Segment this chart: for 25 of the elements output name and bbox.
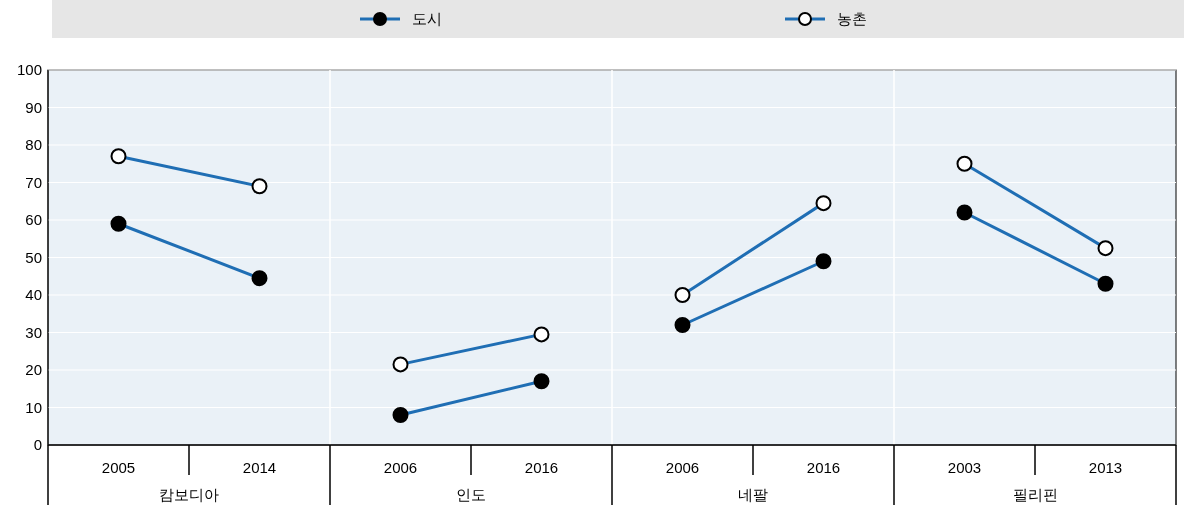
- y-tick-label: 60: [25, 211, 42, 228]
- y-tick-label: 0: [33, 436, 42, 453]
- text: 캄보디아: [159, 486, 219, 504]
- x-tick-label: 2013: [1088, 459, 1123, 476]
- y-tick-label: 30: [25, 323, 42, 341]
- x-tick-label: 2003: [947, 459, 982, 476]
- legend-label: 도시: [412, 10, 442, 28]
- x-tick-label: 2016: [524, 459, 559, 476]
- y-tick-label: 50: [25, 248, 42, 266]
- x-tick-label: 2014: [242, 459, 277, 476]
- y-tick-label: 10: [25, 398, 42, 416]
- x-tick-label: 2005: [101, 459, 136, 476]
- legend-label: 농촌: [837, 10, 867, 28]
- x-tick-label: 2006: [665, 459, 700, 476]
- text: 네팔: [738, 486, 768, 504]
- y-tick-label: 20: [25, 361, 42, 378]
- y-tick-label: 100: [16, 61, 42, 78]
- text: 인도: [456, 486, 486, 504]
- y-tick-label: 90: [25, 98, 42, 116]
- y-tick-label: 40: [25, 286, 42, 303]
- x-tick-label: 2006: [383, 459, 418, 476]
- text: 필리핀: [1012, 486, 1058, 504]
- y-tick-label: 80: [25, 136, 42, 153]
- x-tick-label: 2016: [806, 459, 841, 476]
- y-tick-label: 70: [25, 173, 42, 191]
